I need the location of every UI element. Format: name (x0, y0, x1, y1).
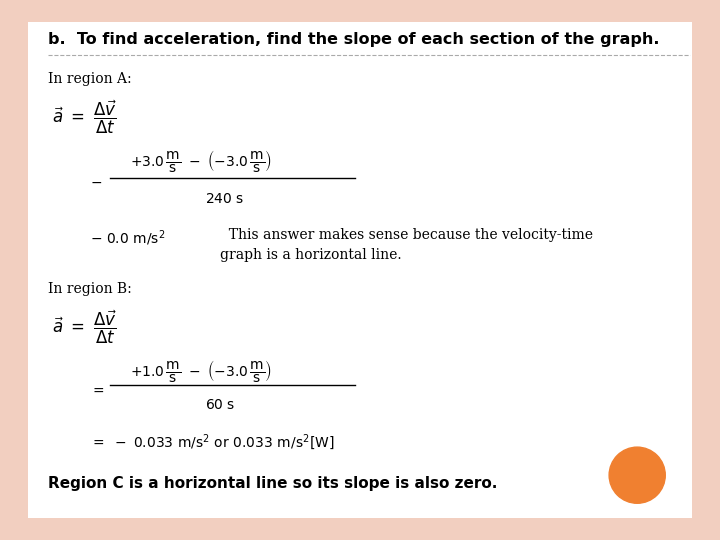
Text: This answer makes sense because the velocity-time: This answer makes sense because the velo… (220, 228, 593, 242)
Text: b.  To find acceleration, find the slope of each section of the graph.: b. To find acceleration, find the slope … (48, 32, 660, 47)
FancyBboxPatch shape (28, 22, 692, 518)
Text: In region A:: In region A: (48, 72, 132, 86)
Text: $=\ -\ 0.033\ \mathrm{m/s}^{2}\ \mathrm{or}\ 0.033\ \mathrm{m/s}^{2}\mathrm{[W]}: $=\ -\ 0.033\ \mathrm{m/s}^{2}\ \mathrm{… (90, 432, 335, 452)
Text: graph is a horizontal line.: graph is a horizontal line. (220, 248, 402, 262)
Text: In region B:: In region B: (48, 282, 132, 296)
Text: $+1.0\,\dfrac{\mathrm{m}}{\mathrm{s}}\ -\ \left(-3.0\,\dfrac{\mathrm{m}}{\mathrm: $+1.0\,\dfrac{\mathrm{m}}{\mathrm{s}}\ -… (130, 358, 272, 384)
Text: $-$: $-$ (90, 175, 102, 189)
Text: $240\;\mathrm{s}$: $240\;\mathrm{s}$ (205, 192, 244, 206)
Text: $\vec{a}\ =\ \dfrac{\Delta\vec{v}}{\Delta t}$: $\vec{a}\ =\ \dfrac{\Delta\vec{v}}{\Delt… (52, 98, 117, 136)
Text: $=$: $=$ (90, 383, 105, 397)
Text: $+3.0\,\dfrac{\mathrm{m}}{\mathrm{s}}\ -\ \left(-3.0\,\dfrac{\mathrm{m}}{\mathrm: $+3.0\,\dfrac{\mathrm{m}}{\mathrm{s}}\ -… (130, 148, 272, 174)
Circle shape (609, 447, 665, 503)
Text: $-\ 0.0\ \mathrm{m/s}^{2}$: $-\ 0.0\ \mathrm{m/s}^{2}$ (90, 228, 166, 248)
Text: Region C is a horizontal line so its slope is also zero.: Region C is a horizontal line so its slo… (48, 476, 498, 491)
Text: $60\;\mathrm{s}$: $60\;\mathrm{s}$ (205, 398, 235, 412)
Text: $\vec{a}\ =\ \dfrac{\Delta\vec{v}}{\Delta t}$: $\vec{a}\ =\ \dfrac{\Delta\vec{v}}{\Delt… (52, 308, 117, 346)
